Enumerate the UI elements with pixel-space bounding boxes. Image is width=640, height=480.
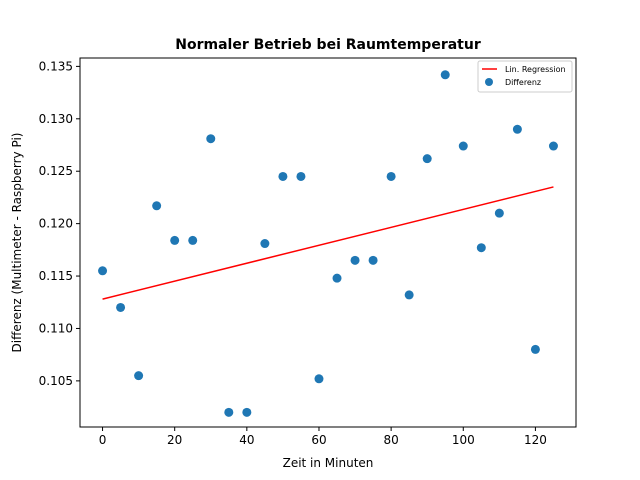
x-tick-label: 60 — [311, 433, 326, 447]
regression-line — [102, 186, 554, 300]
data-point — [296, 171, 306, 181]
data-point — [512, 124, 522, 134]
data-point — [476, 243, 486, 253]
x-tick-label: 80 — [383, 433, 398, 447]
y-tick-label: 0.120 — [39, 217, 73, 231]
legend-point-swatch — [485, 78, 493, 86]
legend-entry-differenz: Differenz — [505, 78, 541, 87]
data-point — [494, 208, 504, 218]
x-tick-label: 20 — [167, 433, 182, 447]
y-tick-label: 0.105 — [39, 374, 73, 388]
y-tick-label: 0.110 — [39, 321, 73, 335]
x-axis: 0 20 40 60 80 100 120 — [99, 427, 547, 447]
data-point — [152, 201, 162, 211]
x-tick-label: 120 — [524, 433, 547, 447]
data-point — [188, 235, 198, 245]
y-tick-label: 0.125 — [39, 164, 73, 178]
data-point — [170, 235, 180, 245]
data-point — [548, 141, 558, 151]
data-point — [422, 154, 432, 164]
y-tick-label: 0.130 — [39, 112, 73, 126]
y-tick-label: 0.135 — [39, 59, 73, 73]
data-point — [440, 70, 450, 80]
chart-title: Normaler Betrieb bei Raumtemperatur — [175, 37, 481, 53]
x-tick-label: 0 — [99, 433, 107, 447]
data-point — [260, 239, 270, 249]
y-axis: 0.105 0.110 0.115 0.120 0.125 0.130 0.135 — [39, 59, 80, 388]
x-tick-label: 100 — [452, 433, 475, 447]
data-point — [386, 171, 396, 181]
regression-layer — [102, 186, 554, 300]
data-point — [206, 134, 216, 144]
data-point — [530, 344, 540, 354]
legend-entry-regression: Lin. Regression — [505, 65, 566, 74]
data-point — [98, 266, 108, 276]
data-point — [242, 407, 252, 417]
data-point — [368, 255, 378, 265]
plot-frame — [79, 57, 577, 428]
data-point — [278, 171, 288, 181]
data-point — [350, 255, 360, 265]
y-tick-label: 0.115 — [39, 269, 73, 283]
points-layer — [98, 70, 558, 417]
data-point — [332, 273, 342, 283]
data-point — [116, 302, 126, 312]
legend: Lin. Regression Differenz — [477, 60, 573, 93]
x-axis-label: Zeit in Minuten — [283, 456, 374, 470]
data-point — [224, 407, 234, 417]
plot-area — [79, 57, 577, 428]
x-tick-label: 40 — [239, 433, 254, 447]
y-axis-label: Differenz (Multimeter - Raspberry Pi) — [10, 133, 24, 353]
data-point — [404, 290, 414, 300]
data-point — [314, 374, 324, 384]
data-point — [458, 141, 468, 151]
data-point — [134, 371, 144, 381]
legend-frame — [477, 60, 573, 93]
